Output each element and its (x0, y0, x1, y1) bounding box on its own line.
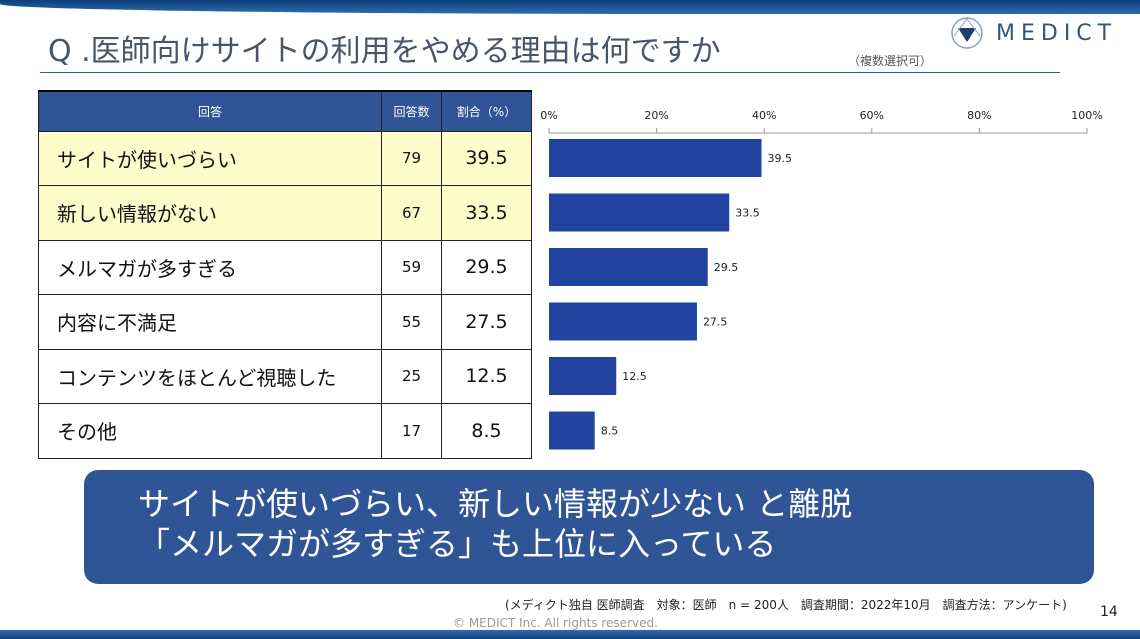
page-title: Q .医師向けサイトの利用をやめる理由は何ですか (48, 34, 721, 69)
bar (549, 248, 708, 286)
x-tick-label: 60% (860, 109, 884, 122)
answer-cell: コンテンツをほとんど視聴した (38, 348, 382, 404)
answer-cell: 新しい情報がない (38, 185, 382, 241)
pct-cell: 8.5 (441, 403, 532, 459)
header-count: 回答数 (381, 90, 442, 132)
bar (549, 139, 762, 177)
multi-select-note: （複数選択可） (848, 54, 933, 68)
answer-cell: サイトが使いづらい (38, 130, 382, 186)
x-tick-label: 100% (1071, 109, 1102, 122)
x-tick-label: 80% (967, 109, 991, 122)
medict-logo-icon (951, 17, 983, 49)
answer-cell: メルマガが多すぎる (38, 239, 382, 295)
pct-cell: 39.5 (441, 130, 532, 186)
count-cell: 79 (381, 130, 442, 186)
callout-line-2: 「メルマガが多すぎる」も上位に入っている (138, 525, 777, 563)
x-tick-label: 40% (752, 109, 776, 122)
header-answer: 回答 (38, 90, 382, 132)
pct-cell: 33.5 (441, 185, 532, 241)
x-tick-label: 20% (644, 109, 668, 122)
bar-data-label: 12.5 (622, 370, 647, 383)
bar-data-label: 29.5 (714, 261, 739, 274)
bar-data-label: 39.5 (768, 152, 793, 165)
table-row: コンテンツをほとんど視聴した 25 12.5 (38, 348, 532, 404)
bar-data-label: 27.5 (703, 316, 728, 329)
bar (549, 302, 697, 341)
bar (549, 193, 730, 232)
table-row: 内容に不満足 55 27.5 (38, 294, 532, 350)
pct-cell: 27.5 (441, 294, 532, 350)
top-band (0, 0, 1140, 14)
bar-data-label: 8.5 (601, 425, 619, 438)
count-cell: 25 (381, 348, 442, 404)
answer-cell: その他 (38, 403, 382, 459)
table-row: メルマガが多すぎる 59 29.5 (38, 239, 532, 295)
pct-cell: 12.5 (441, 348, 532, 404)
results-table: 回答 回答数 割合（%） サイトが使いづらい 79 39.5 新しい情報がない 67 33… (38, 90, 532, 459)
count-cell: 55 (381, 294, 442, 350)
pct-cell: 29.5 (441, 239, 532, 295)
copyright: © MEDICT Inc. All rights reserved. (453, 616, 658, 630)
title-divider (40, 72, 1060, 73)
logo: MEDICT (950, 16, 1117, 50)
bar (549, 411, 595, 450)
table-row: その他 17 8.5 (38, 403, 532, 459)
bottom-band (0, 630, 1140, 639)
count-cell: 17 (381, 403, 442, 459)
x-tick-label: 0% (540, 109, 557, 122)
count-cell: 59 (381, 239, 442, 295)
page-number: 14 (1100, 604, 1118, 620)
bar (549, 357, 617, 395)
bar-data-label: 33.5 (735, 207, 760, 220)
bar-chart: 0% 20% 40% 60% 80% 100% 39.5 33.5 29.5 27.5 12.5 8.… (540, 109, 1103, 450)
count-cell: 67 (381, 185, 442, 241)
summary-callout: サイトが使いづらい、新しい情報が少ない と離脱 「メルマガが多すぎる」も上位に入… (84, 470, 1094, 584)
table-row: 新しい情報がない 67 33.5 (38, 185, 532, 241)
header-pct: 割合（%） (441, 90, 532, 132)
callout-line-1: サイトが使いづらい、新しい情報が少ない と離脱 (138, 485, 853, 523)
answer-cell: 内容に不満足 (38, 294, 382, 350)
survey-note: (メディクト独自 医師調査 対象：医師 n = 200人 調査期間：2022年1… (505, 598, 1067, 612)
logo-text: MEDICT (996, 20, 1118, 46)
table-row: サイトが使いづらい 79 39.5 (38, 130, 532, 186)
